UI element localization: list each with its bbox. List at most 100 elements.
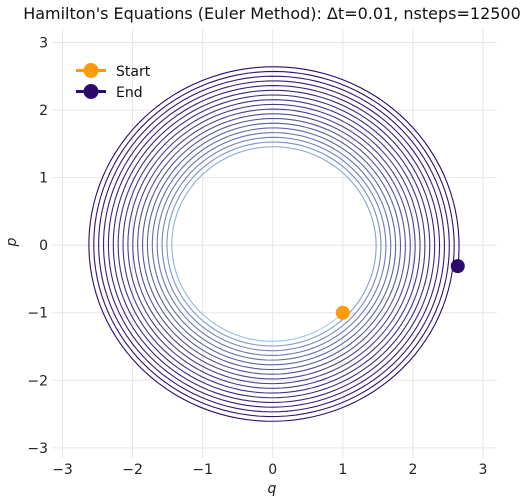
trajectory-segment [393,327,429,370]
end-point [450,259,465,274]
trajectory-segment [304,367,349,386]
trajectory-segment [181,176,201,203]
trajectory-segment [165,270,180,302]
markers [335,259,465,320]
trajectory-segment [93,215,97,270]
trajectory-segment [165,122,202,151]
x-tick-label: −1 [192,462,213,478]
trajectory-segment [147,305,175,341]
trajectory-segment [371,146,399,182]
trajectory-segment [372,254,382,287]
trajectory-segment [305,126,342,143]
trajectory-segment [371,160,395,195]
start-point [335,305,350,320]
trajectory-segment [168,266,182,296]
trajectory-segment [390,200,401,238]
trajectory-segment [206,357,246,373]
trajectory-segment [157,177,175,211]
trajectory-segment [416,215,421,260]
trajectory-segment [134,265,149,307]
trajectory-segment [193,155,220,178]
trajectory-segment [335,122,373,148]
trajectory-segment [348,287,368,314]
trajectory-segment [254,146,287,149]
y-tick-label: −3 [27,441,48,457]
trajectory-segment [95,164,115,216]
trajectory-segment [200,106,244,124]
trajectory-segment [171,231,174,262]
trajectory-segment [151,178,169,214]
trajectory-segment [233,348,269,356]
trajectory-segment [337,128,373,155]
trajectory-segment [98,210,103,263]
trajectory-segment [137,219,141,261]
trajectory-segment [335,313,362,338]
trajectory-segment [292,364,335,378]
trajectory-segment [298,366,342,382]
trajectory-segment [257,339,289,342]
trajectory-segment [153,149,181,183]
trajectory-segment [298,334,330,349]
trajectory-segment [260,80,314,86]
trajectory-segment [356,368,403,402]
trajectory-segment [327,340,363,364]
trajectory-segment [380,275,398,312]
trajectory-segment [221,118,262,130]
trajectory-segment [170,94,217,121]
trajectory-segment [138,88,185,124]
trajectory-segment [206,137,240,154]
trajectory-segment [270,127,309,134]
trajectory-segment [275,393,326,403]
trajectory-segment [293,332,324,345]
trajectory-segment [399,113,436,159]
trajectory-segment [161,237,167,272]
trajectory-segment [407,259,420,303]
trajectory-segment [230,342,265,352]
trajectory-segment [143,326,177,361]
trajectory-segment [193,130,228,151]
trajectory-segment [340,340,377,368]
trajectory-segment [385,330,421,371]
trajectory-segment [175,313,203,340]
trajectory-segment [249,376,293,380]
trajectory-segment [362,336,399,371]
trajectory-segment [240,413,296,418]
trajectory-segment [183,289,203,315]
trajectory-segment [143,119,180,155]
trajectory-segment [143,363,189,397]
trajectory-segment [130,271,147,313]
trajectory-segment [373,226,377,258]
trajectory-segment [146,212,153,251]
trajectory-segment [364,111,404,146]
trajectory-segment [208,363,250,378]
trajectory-segment [117,297,144,342]
trajectory-segment [332,370,379,397]
trajectory-segment [158,281,177,314]
trajectory-segment [343,154,370,181]
trajectory-segment [127,151,152,194]
trajectory-segment [272,353,310,361]
legend: Start End [76,63,151,101]
trajectory-segment [167,150,195,179]
trajectory-segment [419,209,426,255]
trajectory-segment [369,132,402,168]
trajectory-segment [303,336,336,352]
trajectory-segment [281,359,322,370]
trajectory-segment [370,167,392,201]
trajectory-segment [313,143,345,162]
trajectory-segment [181,381,231,403]
trajectory-segment [203,344,239,361]
trajectory-segment [202,313,229,332]
trajectory-segment [179,126,216,151]
trajectory-segment [199,158,225,178]
trajectory-segment [117,238,125,285]
trajectory-segment [454,210,460,267]
trajectory-segment [177,367,222,391]
trajectory-segment [342,148,371,175]
trajectory-segment [200,133,234,152]
trajectory-segment [412,221,416,265]
trajectory-segment [354,285,374,314]
trajectory-segment [329,313,356,336]
trajectory-segment [434,271,453,325]
trajectory-segment [176,306,203,333]
